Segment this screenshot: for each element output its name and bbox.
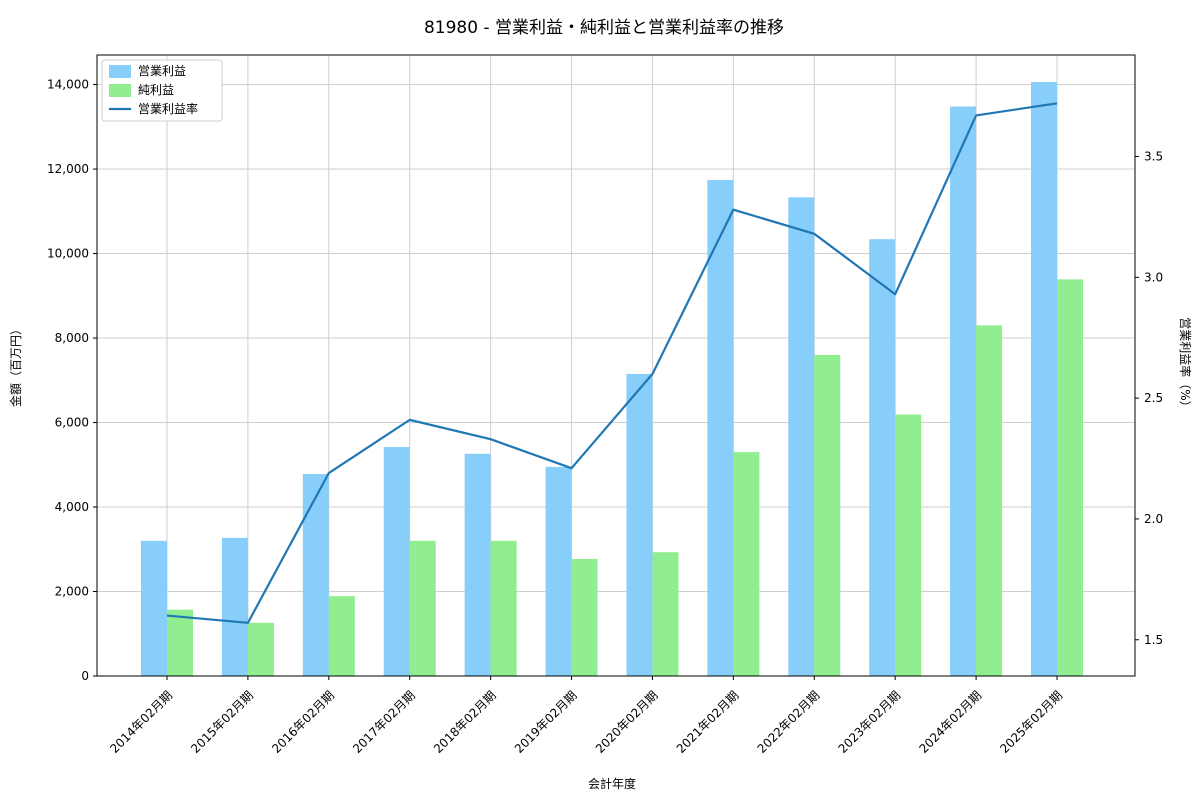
operating-profit-bar — [141, 540, 167, 676]
operating-profit-bar — [545, 466, 572, 676]
x-tick-label: 2020年02月期 — [593, 688, 661, 756]
operating-profit-bar — [788, 197, 815, 677]
y-left-tick-label: 10,000 — [47, 247, 89, 261]
chart-title: 81980 - 営業利益・純利益と営業利益率の推移 — [424, 18, 784, 38]
y-right-tick-label: 3.5 — [1144, 149, 1163, 163]
y-right-tick-label: 2.0 — [1144, 512, 1163, 526]
y-right-tick-label: 1.5 — [1144, 633, 1163, 647]
x-tick-label: 2025年02月期 — [997, 688, 1065, 756]
net-profit-bar — [167, 609, 193, 676]
plot-border — [96, 54, 1136, 677]
operating-profit-bar — [950, 106, 977, 677]
legend-swatch — [109, 84, 131, 97]
y-left-tick-label: 12,000 — [47, 162, 89, 176]
operating-profit-bar — [707, 180, 734, 676]
net-profit-bar — [571, 558, 598, 676]
x-tick-label: 2018年02月期 — [431, 688, 499, 756]
net-profit-bar — [1057, 279, 1083, 676]
legend-label: 営業利益率 — [138, 101, 198, 116]
net-profit-bar — [814, 354, 841, 676]
y-left-axis-label: 金額（百万円） — [8, 323, 23, 407]
y-left-tick-label: 4,000 — [55, 500, 89, 514]
x-tick-label: 2015年02月期 — [188, 688, 256, 756]
y-right-tick-label: 2.5 — [1144, 391, 1163, 405]
net-profit-bar — [490, 540, 517, 676]
operating-profit-bar — [221, 537, 248, 676]
net-profit-bar — [976, 325, 1003, 676]
operating-profit-bar — [626, 373, 653, 676]
net-profit-bar — [247, 622, 274, 676]
net-profit-bar — [328, 596, 355, 676]
y-left-tick-label: 14,000 — [47, 78, 89, 92]
x-axis-label: 会計年度 — [588, 776, 636, 791]
operating-profit-bar — [383, 447, 410, 676]
y-right-tick-label: 3.0 — [1144, 270, 1163, 284]
legend-box — [101, 59, 223, 122]
x-tick-label: 2022年02月期 — [755, 688, 823, 756]
net-profit-bar — [733, 452, 760, 676]
x-tick-label: 2014年02月期 — [107, 688, 175, 756]
legend-label: 営業利益 — [138, 64, 186, 78]
plot-area: 0 2,000 4,000 6,000 8,000 10,000 12,000 14,000 1… — [47, 54, 1163, 756]
x-tick-label: 2024年02月期 — [916, 688, 984, 756]
x-tick-label: 2023年02月期 — [836, 688, 904, 756]
operating-profit-bar — [1031, 82, 1057, 676]
y-left-tick-label: 0 — [81, 669, 89, 683]
x-tick-label: 2021年02月期 — [674, 688, 742, 756]
net-profit-bar — [652, 552, 679, 676]
net-profit-bar — [409, 540, 436, 676]
y-left-tick-label: 2,000 — [55, 585, 89, 599]
operating-profit-bar — [869, 239, 896, 677]
legend-swatch — [109, 65, 131, 78]
y-left-tick-label: 6,000 — [55, 416, 89, 430]
x-tick-label: 2017年02月期 — [350, 688, 418, 756]
y-left-tick-label: 8,000 — [55, 331, 89, 345]
operating-profit-bar — [302, 474, 329, 676]
legend-label: 純利益 — [138, 83, 174, 97]
net-profit-bar — [895, 414, 922, 676]
y-right-axis-label: 営業利益率（%） — [1178, 317, 1193, 412]
operating-margin-line — [166, 102, 1058, 624]
x-tick-label: 2016年02月期 — [269, 688, 337, 756]
x-tick-label: 2019年02月期 — [512, 688, 580, 756]
operating-profit-bar — [464, 453, 491, 676]
